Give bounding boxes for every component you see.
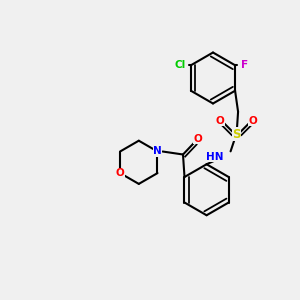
Text: O: O — [249, 116, 257, 126]
Text: Cl: Cl — [175, 60, 186, 70]
Text: F: F — [241, 60, 248, 70]
Text: S: S — [232, 128, 241, 141]
Text: O: O — [194, 134, 202, 144]
Text: O: O — [116, 168, 124, 178]
Text: N: N — [153, 146, 162, 157]
Text: HN: HN — [206, 152, 223, 162]
Text: O: O — [216, 116, 224, 126]
